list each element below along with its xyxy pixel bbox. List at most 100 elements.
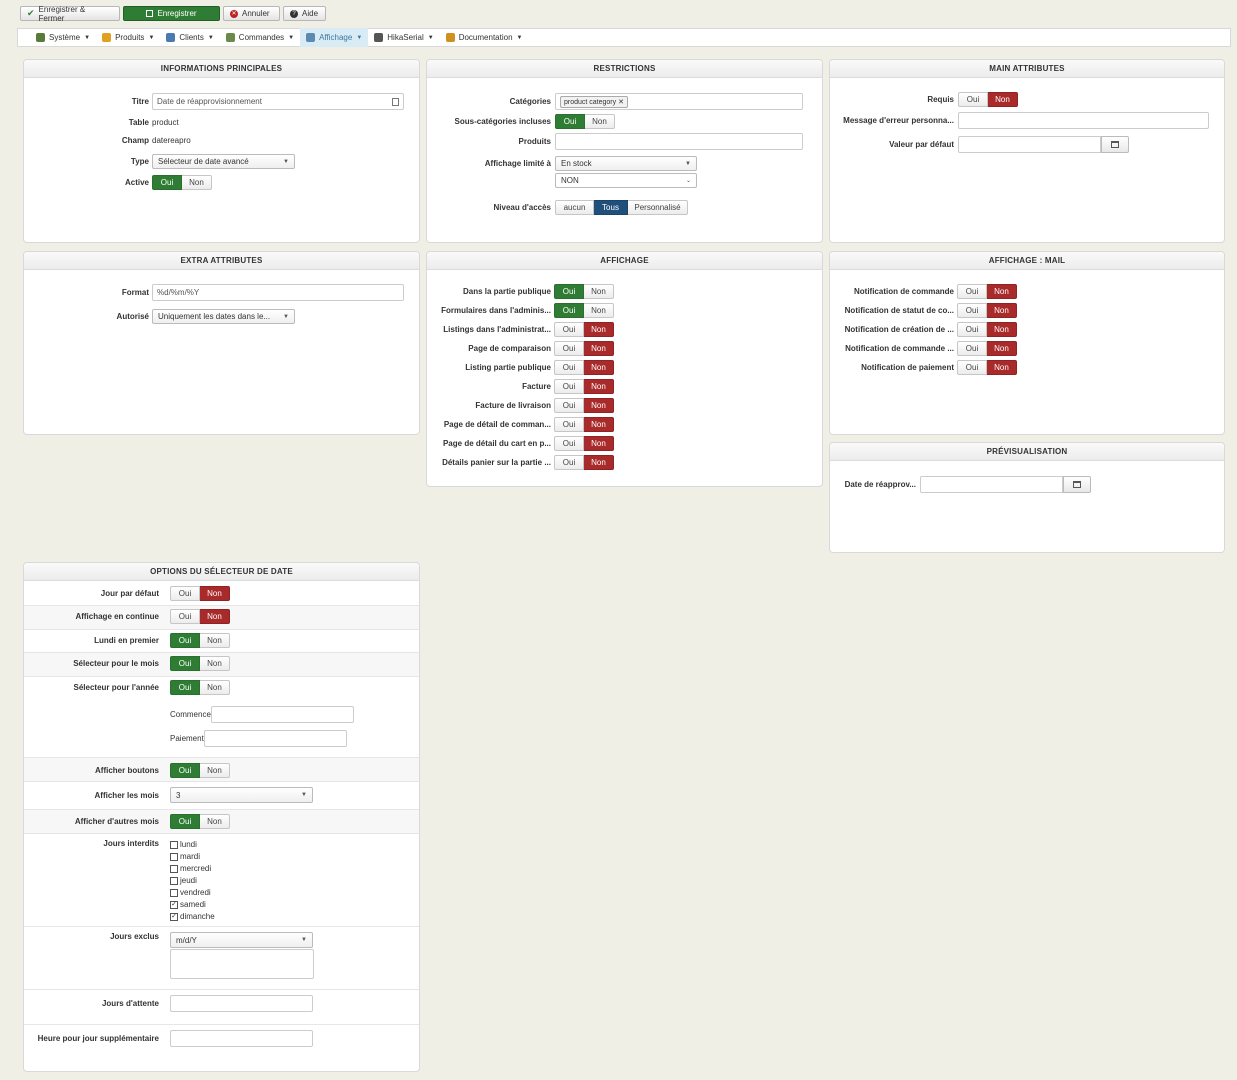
type-select[interactable]: Sélecteur de date avancé ▼ [152,154,295,169]
no-option[interactable]: Non [585,114,615,129]
menu-display[interactable]: Affichage ▼ [300,28,369,47]
yes-option[interactable]: Oui [958,92,988,107]
start-input[interactable] [210,706,354,723]
yes-option[interactable]: Oui [554,284,584,299]
no-option[interactable]: Non [200,680,230,695]
day-checkbox[interactable]: mardi [170,851,215,862]
yes-option[interactable]: Oui [152,175,182,190]
checkbox-icon[interactable] [170,864,178,873]
error-message-input[interactable] [958,112,1209,129]
save-button[interactable]: Enregistrer [123,6,220,21]
excluded-format-select[interactable]: m/d/Y ▼ [170,932,313,948]
yes-option[interactable]: Oui [957,303,987,318]
remove-icon[interactable]: ✕ [618,98,624,106]
no-option[interactable]: Non [584,379,614,394]
preview-date-input[interactable] [920,476,1063,493]
checkbox-icon[interactable] [170,876,178,885]
no-option[interactable]: Non [987,341,1017,356]
menu-orders[interactable]: Commandes ▼ [220,28,300,47]
no-option[interactable]: Non [584,284,614,299]
menu-documentation[interactable]: Documentation ▼ [440,28,529,47]
calendar-button[interactable] [1063,476,1091,493]
no-option[interactable]: Non [200,814,230,829]
day-checkbox[interactable]: vendredi [170,887,215,898]
no-option[interactable]: Non [988,92,1018,107]
checkbox-checked-icon[interactable]: ✓ [170,900,178,909]
day-checkbox[interactable]: mercredi [170,863,215,874]
allowed-select[interactable]: Uniquement les dates dans le... ▼ [152,309,295,324]
access-all-option[interactable]: Tous [594,200,628,215]
yes-option[interactable]: Oui [170,656,200,671]
no-option[interactable]: Non [584,455,614,470]
checkbox-checked-icon[interactable]: ✓ [170,912,178,921]
no-option[interactable]: Non [584,398,614,413]
no-option[interactable]: Non [584,417,614,432]
menu-hikaserial[interactable]: HikaSerial ▼ [368,28,439,47]
access-none-option[interactable]: aucun [555,200,594,215]
save-close-button[interactable]: ✔ Enregistrer & Fermer [20,5,120,23]
yes-option[interactable]: Oui [554,303,584,318]
format-input[interactable]: %d/%m/%Y [152,284,404,301]
yes-option[interactable]: Oui [170,633,200,648]
categories-input[interactable]: product category ✕ [555,93,803,110]
display-limit-select-2[interactable]: NON ⌄ [555,173,697,188]
day-checkbox[interactable]: jeudi [170,875,215,886]
title-input[interactable]: Date de réapprovisionnement [152,93,404,110]
no-option[interactable]: Non [200,656,230,671]
access-custom-option[interactable]: Personnalisé [628,200,688,215]
yes-option[interactable]: Oui [554,360,584,375]
show-months-select[interactable]: 3 ▼ [170,787,313,803]
help-button[interactable]: ? Aide [283,6,326,21]
extra-hour-input[interactable] [170,1030,313,1047]
yes-option[interactable]: Oui [957,341,987,356]
translate-icon[interactable] [392,97,399,106]
yes-option[interactable]: Oui [170,586,200,601]
default-value-input[interactable] [958,136,1101,153]
checkbox-icon[interactable] [170,888,178,897]
yes-option[interactable]: Oui [554,341,584,356]
yes-option[interactable]: Oui [170,609,200,624]
no-option[interactable]: Non [987,360,1017,375]
day-checkbox[interactable]: ✓ dimanche [170,911,215,922]
day-checkbox[interactable]: ✓ samedi [170,899,215,910]
yes-option[interactable]: Oui [170,680,200,695]
yes-option[interactable]: Oui [170,763,200,778]
yes-option[interactable]: Oui [957,360,987,375]
no-option[interactable]: Non [200,763,230,778]
yes-option[interactable]: Oui [554,379,584,394]
day-checkbox[interactable]: lundi [170,839,215,850]
menu-products[interactable]: Produits ▼ [96,28,160,47]
products-input[interactable] [555,133,803,150]
no-option[interactable]: Non [200,586,230,601]
cancel-button[interactable]: ✕ Annuler [223,6,280,21]
display-limit-select[interactable]: En stock ▼ [555,156,697,171]
checkbox-icon[interactable] [170,852,178,861]
yes-option[interactable]: Oui [554,455,584,470]
waiting-days-input[interactable] [170,995,313,1012]
yes-option[interactable]: Oui [554,417,584,432]
no-option[interactable]: Non [584,303,614,318]
checkbox-icon[interactable] [170,840,178,849]
yes-option[interactable]: Oui [555,114,585,129]
no-option[interactable]: Non [584,360,614,375]
yes-option[interactable]: Oui [554,436,584,451]
no-option[interactable]: Non [987,284,1017,299]
no-option[interactable]: Non [987,322,1017,337]
no-option[interactable]: Non [584,341,614,356]
end-input[interactable] [203,730,347,747]
calendar-button[interactable] [1101,136,1129,153]
excluded-days-textarea[interactable] [170,949,314,979]
yes-option[interactable]: Oui [957,322,987,337]
no-option[interactable]: Non [182,175,212,190]
menu-customers[interactable]: Clients ▼ [160,28,219,47]
no-option[interactable]: Non [200,609,230,624]
no-option[interactable]: Non [200,633,230,648]
menu-system[interactable]: Système ▼ [30,28,96,47]
yes-option[interactable]: Oui [554,322,584,337]
no-option[interactable]: Non [584,436,614,451]
no-option[interactable]: Non [987,303,1017,318]
yes-option[interactable]: Oui [170,814,200,829]
yes-option[interactable]: Oui [554,398,584,413]
yes-option[interactable]: Oui [957,284,987,299]
no-option[interactable]: Non [584,322,614,337]
